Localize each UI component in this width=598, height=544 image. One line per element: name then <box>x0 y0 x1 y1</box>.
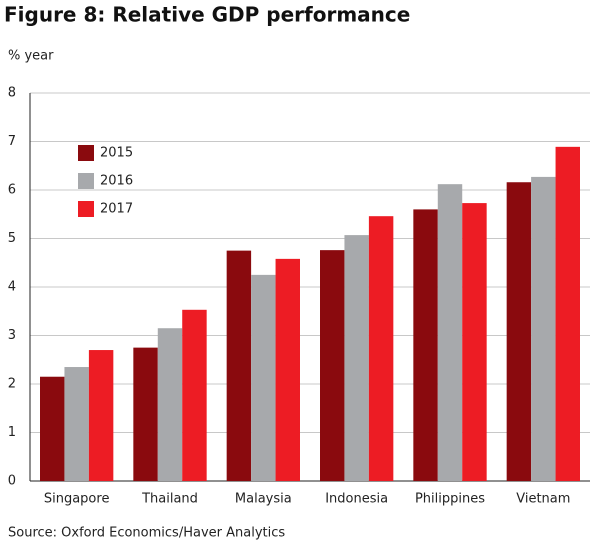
bar <box>40 376 65 481</box>
x-tick-label: Philippines <box>415 492 485 507</box>
y-tick-label: 7 <box>8 134 16 149</box>
bar <box>368 216 394 481</box>
y-tick-label: 8 <box>8 86 16 101</box>
bar <box>157 328 183 481</box>
bar <box>182 309 207 481</box>
x-tick-label: Singapore <box>44 492 110 507</box>
legend-swatch <box>78 201 94 217</box>
x-tick-label: Vietnam <box>516 492 570 507</box>
bar <box>506 182 532 482</box>
y-tick-label: 2 <box>8 377 16 392</box>
x-tick-label: Malaysia <box>235 492 292 507</box>
legend-swatch <box>78 145 94 161</box>
bar <box>320 250 345 481</box>
bar <box>344 235 369 481</box>
y-tick-label: 6 <box>8 183 16 198</box>
bar <box>462 203 487 481</box>
legend-swatch <box>78 173 94 189</box>
x-tick-label: Thailand <box>141 492 198 507</box>
y-axis-label: % year <box>8 49 54 64</box>
y-tick-label: 4 <box>8 280 16 295</box>
y-tick-label: 3 <box>8 328 16 343</box>
source-note: Source: Oxford Economics/Haver Analytics <box>8 526 285 541</box>
bar <box>64 367 89 481</box>
legend-label: 2016 <box>100 174 133 189</box>
chart-title: Figure 8: Relative GDP performance <box>4 3 410 27</box>
bar <box>133 347 158 481</box>
bar <box>555 146 580 481</box>
y-tick-label: 0 <box>8 474 16 489</box>
x-tick-label: Indonesia <box>325 492 388 507</box>
bar <box>226 250 252 481</box>
legend-label: 2015 <box>100 146 133 161</box>
bar <box>251 274 276 481</box>
bar <box>413 209 438 481</box>
bar <box>531 176 556 481</box>
bar <box>88 350 114 481</box>
bar <box>437 184 463 481</box>
y-tick-label: 5 <box>8 231 16 246</box>
y-tick-label: 1 <box>8 425 16 440</box>
legend-label: 2017 <box>100 202 133 217</box>
bar <box>275 258 300 481</box>
